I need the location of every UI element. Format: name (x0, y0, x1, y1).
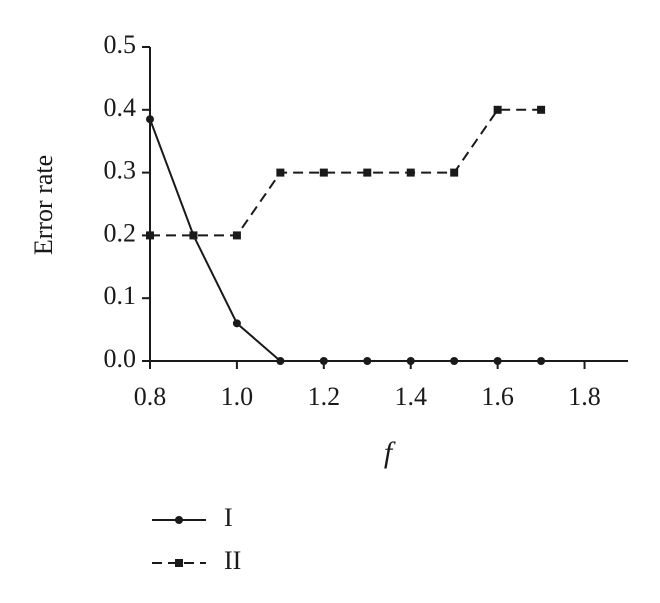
y-tick-label: 0.1 (104, 281, 137, 310)
x-tick-label: 1.8 (568, 382, 601, 411)
data-point (189, 231, 198, 240)
legend-label: II (224, 546, 241, 575)
x-tick-label: 1.4 (394, 382, 427, 411)
y-tick-label: 0.5 (104, 30, 137, 59)
data-point (363, 357, 372, 365)
legend-marker (175, 516, 183, 524)
x-tick-label: 1.6 (481, 382, 514, 411)
x-axis-label: f (384, 436, 396, 469)
data-point (232, 231, 241, 240)
x-tick-label: 1.2 (308, 382, 341, 411)
data-point (493, 105, 502, 114)
y-tick-label: 0.2 (104, 218, 137, 247)
data-point (406, 357, 415, 365)
y-tick-label: 0.4 (104, 93, 137, 122)
data-point (537, 357, 546, 365)
data-point (450, 357, 459, 365)
data-point (319, 357, 328, 365)
data-point (406, 168, 415, 177)
legend-marker (175, 559, 183, 567)
data-point (232, 319, 241, 328)
data-point (493, 357, 502, 365)
data-point (319, 168, 328, 177)
y-axis-label: Error rate (29, 155, 58, 255)
x-tick-label: 1.0 (221, 382, 254, 411)
data-point (146, 115, 154, 124)
data-point (276, 168, 285, 177)
legend-label: I (224, 503, 233, 532)
x-tick-label: 0.8 (134, 382, 167, 411)
y-tick-label: 0.0 (104, 344, 137, 373)
data-point (450, 168, 459, 177)
data-point (146, 231, 154, 240)
series-line (150, 108, 542, 237)
data-point (363, 168, 372, 177)
data-point (537, 105, 546, 114)
y-tick-label: 0.3 (104, 156, 137, 185)
data-point (276, 357, 285, 365)
series-line (149, 118, 542, 362)
